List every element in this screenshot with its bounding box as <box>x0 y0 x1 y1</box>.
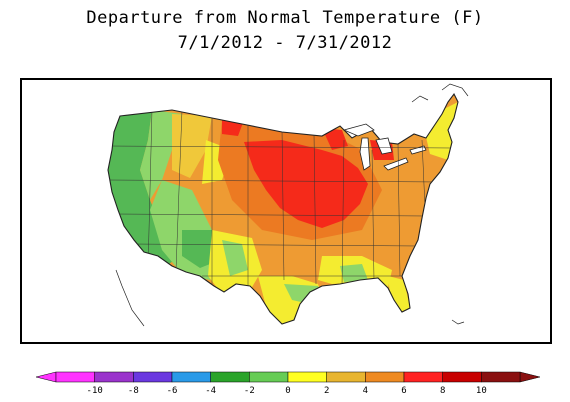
new-mexico-green-patch <box>222 240 248 276</box>
legend-tick-label: -10 <box>87 386 103 396</box>
legend-swatch <box>365 371 405 383</box>
legend-swatch <box>326 371 366 383</box>
upper-midwest-red-patch <box>322 128 348 150</box>
legend-swatch <box>249 371 289 383</box>
legend-tick-label: 0 <box>285 386 290 396</box>
temperature-departure-map <box>22 80 550 342</box>
legend-swatch <box>442 371 482 383</box>
legend-tick-label: 6 <box>401 386 406 396</box>
legend-tick-label: -2 <box>244 386 255 396</box>
northern-rockies-yellow <box>172 114 212 178</box>
legend-tick-label: 2 <box>324 386 329 396</box>
map-date-range: 7/1/2012 - 7/31/2012 <box>177 33 393 53</box>
legend-tick-label: 4 <box>363 386 368 396</box>
legend-swatch <box>287 371 327 383</box>
lake-erie <box>383 157 409 171</box>
legend-tick-label: -8 <box>128 386 139 396</box>
midwest-red-hotspot <box>244 140 368 228</box>
legend-swatch <box>94 371 134 383</box>
legend-tick-label: 10 <box>476 386 487 396</box>
coastline-details <box>115 83 469 327</box>
lake-huron <box>375 137 393 155</box>
legend-tick-label: 8 <box>440 386 445 396</box>
lake-superior <box>342 123 375 137</box>
lake-michigan <box>359 137 371 171</box>
legend-swatch <box>481 371 521 383</box>
legend-tick-label: -6 <box>167 386 178 396</box>
mississippi-green <box>340 264 368 282</box>
map-title: Departure from Normal Temperature (F) <box>86 8 484 28</box>
legend-arrow-low <box>35 371 57 383</box>
state-borders <box>108 109 453 290</box>
legend-swatch <box>171 371 211 383</box>
legend-swatch <box>133 371 173 383</box>
legend-swatch <box>403 371 443 383</box>
legend-tick-label: -4 <box>205 386 216 396</box>
color-legend: -10 -8 -6 -4 -2 0 2 4 6 8 10 <box>35 371 541 396</box>
legend-swatch <box>55 371 95 383</box>
map-frame <box>20 78 552 344</box>
legend-arrow-high <box>519 371 541 383</box>
legend-swatch <box>210 371 250 383</box>
